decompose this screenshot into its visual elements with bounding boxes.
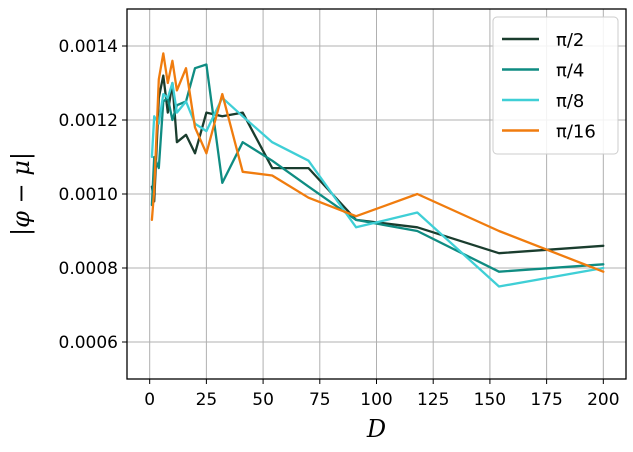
legend-entry-label: π/2 xyxy=(556,30,584,51)
series-line-3 xyxy=(150,81,605,288)
legend-box xyxy=(492,16,619,155)
legend-entry-label: π/4 xyxy=(556,61,584,82)
x-tick-label: 100 xyxy=(360,390,392,410)
x-tick-label: 150 xyxy=(474,390,506,410)
x-tick-label: 125 xyxy=(417,390,449,410)
x-axis: 0 25 50 75 100 125 150 175 200 xyxy=(144,379,620,410)
x-tick-label: 200 xyxy=(587,390,619,410)
y-tick-label: 0.0012 xyxy=(59,111,118,131)
x-tick-label: 25 xyxy=(196,390,218,410)
y-tick-label: 0.0010 xyxy=(59,185,118,205)
x-tick-label: 50 xyxy=(252,390,274,410)
y-tick-label: 0.0008 xyxy=(59,259,118,279)
x-axis-label: D xyxy=(366,415,386,443)
y-axis: 0.0006 0.0008 0.0010 0.0012 0.0014 xyxy=(59,37,127,353)
legend-entry-label: π/16 xyxy=(556,122,596,143)
y-axis-label: |φ − μ| xyxy=(7,152,36,236)
x-tick-label: 75 xyxy=(309,390,331,410)
x-tick-label: 0 xyxy=(144,390,155,410)
series-line-2 xyxy=(150,63,605,273)
x-tick-label: 175 xyxy=(530,390,562,410)
series-layer xyxy=(150,52,605,288)
legend-entry-label: π/8 xyxy=(556,91,584,112)
legend: π/2 π/4 π/8 π/16 xyxy=(492,16,619,155)
y-tick-label: 0.0006 xyxy=(59,333,118,353)
series-line-4 xyxy=(150,52,605,273)
y-tick-label: 0.0014 xyxy=(59,37,118,57)
